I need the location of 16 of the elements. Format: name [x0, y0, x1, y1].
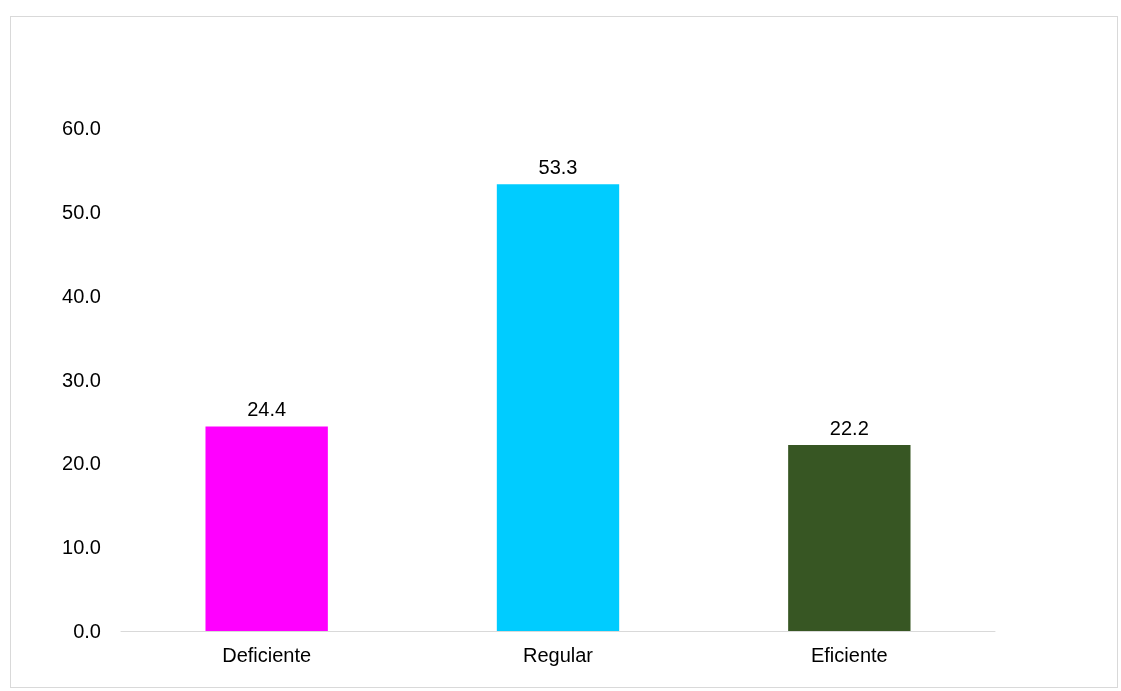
y-tick-label: 40.0 — [62, 284, 101, 307]
data-label: 22.2 — [829, 416, 869, 439]
x-tick-label: Regular — [522, 644, 594, 666]
y-tick-label: 50.0 — [62, 200, 101, 223]
x-tick-label: Eficiente — [810, 644, 888, 666]
y-tick-label: 0.0 — [73, 620, 101, 642]
y-tick-label: 30.0 — [62, 368, 101, 391]
y-tick-label: 10.0 — [62, 536, 101, 559]
y-tick-label: 60.0 — [62, 117, 101, 139]
data-label: 24.4 — [247, 398, 287, 421]
data-label: 53.3 — [538, 156, 578, 179]
bar — [205, 426, 328, 631]
bar — [788, 444, 911, 631]
x-tick-label: Deficiente — [222, 644, 312, 666]
y-tick-label: 20.0 — [62, 452, 101, 475]
bar — [496, 184, 620, 631]
